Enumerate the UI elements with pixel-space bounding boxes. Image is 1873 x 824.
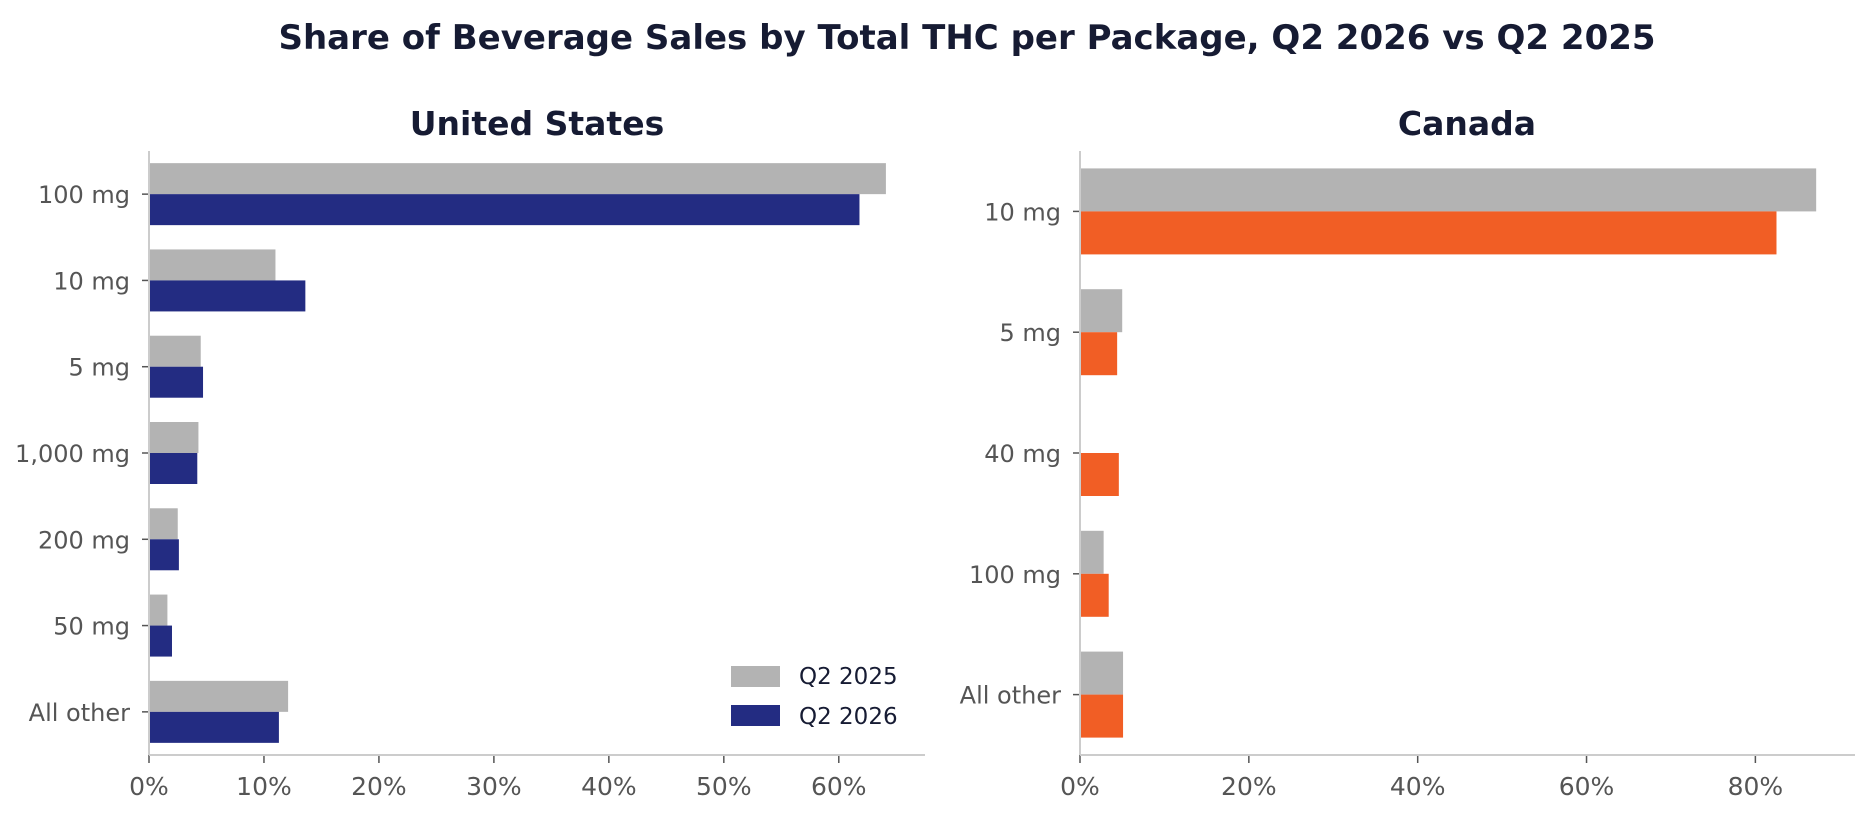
ca-category-label-10-mg: 10 mg [984,198,1061,226]
chart-title: Share of Beverage Sales by Total THC per… [278,18,1655,58]
ca-bar-100-mg-q2-2025 [1080,530,1104,574]
ca-bar-10-mg-q2-2026 [1080,211,1777,255]
us-bar-1-000-mg-q2-2025 [149,422,199,453]
us-bar-1-000-mg-q2-2026 [149,453,198,484]
ca-bar-40-mg-q2-2026 [1080,453,1119,496]
us-x-tick-label: 50% [696,772,752,801]
us-panel: United States 100 mg 10 mg 5 mg 1,000 mg 200… [15,104,925,801]
us-x-tick-label: 60% [811,772,867,801]
us-bar-200-mg-q2-2026 [149,539,179,571]
ca-bar-100-mg-q2-2026 [1080,573,1109,617]
us-bar-10-mg-q2-2025 [149,249,276,281]
us-bar-all-other-q2-2026 [149,711,279,743]
legend-label-q2-2025: Q2 2025 [799,664,898,690]
us-bar-50-mg-q2-2025 [149,594,168,626]
us-category-label-5-mg: 5 mg [68,354,130,382]
legend-swatch-q2-2026 [731,705,780,726]
us-bar-5-mg-q2-2025 [149,335,201,367]
ca-category-label-all-other: All other [960,682,1061,710]
ca-bar-5-mg-q2-2025 [1080,289,1123,333]
us-bar-all-other-q2-2025 [149,680,289,712]
us-bar-10-mg-q2-2026 [149,280,306,312]
ca-bar-10-mg-q2-2025 [1080,168,1817,212]
ca-x-tick-label: 20% [1221,772,1277,801]
us-category-label-all-other: All other [29,699,130,727]
us-panel-title: United States [410,104,664,143]
us-category-label-100-mg: 100 mg [38,181,130,209]
us-category-label-10-mg: 10 mg [53,267,130,295]
ca-x-tick-label: 60% [1559,772,1615,801]
us-category-labels: 100 mg 10 mg 5 mg 1,000 mg 200 mg 50 mg All ot… [15,181,149,727]
canada-panel: Canada 10 mg 5 mg 40 mg 100 mg All other 0% 2… [960,104,1855,801]
us-x-tick-label: 10% [236,772,292,801]
ca-bar-5-mg-q2-2026 [1080,332,1118,376]
ca-x-tick-label: 0% [1060,772,1100,801]
us-category-label-1-000-mg: 1,000 mg [15,440,130,468]
us-bar-100-mg-q2-2025 [149,163,886,195]
ca-category-label-5-mg: 5 mg [999,319,1061,347]
ca-x-tick-label: 40% [1390,772,1446,801]
legend: Q2 2025 Q2 2026 [731,664,898,730]
ca-bar-all-other-q2-2026 [1080,694,1124,738]
us-bar-5-mg-q2-2026 [149,366,204,398]
ca-category-label-100-mg: 100 mg [969,561,1061,589]
legend-swatch-q2-2025 [731,666,780,687]
legend-label-q2-2026: Q2 2026 [799,704,898,730]
us-x-tick-label: 30% [466,772,522,801]
canada-x-ticks: 0% 20% 40% 60% 80% [1060,755,1783,801]
us-x-tick-label: 20% [351,772,407,801]
us-bar-100-mg-q2-2026 [149,194,860,226]
us-category-label-200-mg: 200 mg [38,526,130,554]
ca-x-tick-label: 80% [1728,772,1784,801]
us-category-label-50-mg: 50 mg [53,613,130,641]
us-x-tick-label: 0% [129,772,169,801]
us-bars [149,163,886,743]
us-bar-200-mg-q2-2025 [149,508,178,540]
us-x-ticks: 0% 10% 20% 30% 40% 50% 60% [129,755,867,801]
ca-category-label-40-mg: 40 mg [984,440,1061,468]
canada-category-labels: 10 mg 5 mg 40 mg 100 mg All other [960,198,1080,710]
us-bar-50-mg-q2-2026 [149,625,172,657]
us-x-tick-label: 40% [581,772,637,801]
canada-panel-title: Canada [1398,104,1536,143]
ca-bar-all-other-q2-2025 [1080,651,1124,695]
canada-bars [1080,168,1817,738]
